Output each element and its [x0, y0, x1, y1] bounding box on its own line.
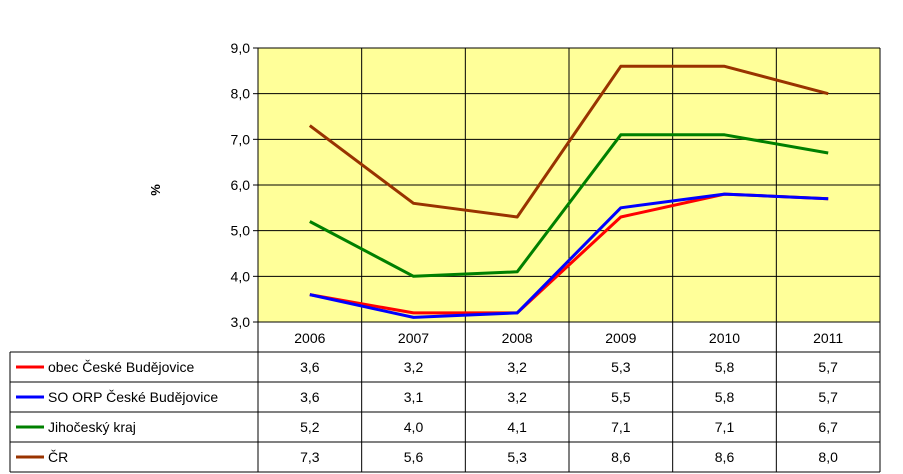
y-tick-label: 7,0 [231, 131, 251, 147]
series-name: SO ORP České Budějovice [48, 389, 218, 405]
data-label: 8,6 [715, 449, 735, 465]
y-axis: 3,0 4,0 5,0 6,0 7,0 8,0 9,0 [231, 40, 259, 330]
series-line [309, 133, 829, 278]
data-label: 8,6 [611, 449, 631, 465]
data-table: 2006 2007 2008 2009 2010 2011 obec České Buděj… [9, 322, 881, 473]
data-label: 5,3 [611, 359, 631, 375]
data-label: 5,5 [611, 389, 631, 405]
data-label: 8,0 [818, 449, 838, 465]
series-line [308, 64, 829, 219]
data-label: 7,3 [300, 449, 320, 465]
y-tick-label: 9,0 [231, 40, 251, 56]
series-name: Jihočeský kraj [48, 419, 136, 435]
series-name: obec České Budějovice [48, 359, 195, 375]
x-category-label: 2011 [813, 330, 843, 346]
data-label: 4,1 [507, 419, 527, 435]
y-axis-label: % [148, 184, 163, 196]
data-label: 3,6 [300, 389, 320, 405]
data-label: 5,7 [818, 359, 838, 375]
x-category-label: 2006 [294, 330, 325, 346]
x-category-label: 2009 [605, 330, 636, 346]
data-label: 5,8 [715, 389, 735, 405]
data-label: 5,8 [715, 359, 735, 375]
x-category-label: 2007 [398, 330, 429, 346]
series-line [309, 192, 829, 319]
data-label: 3,1 [404, 389, 424, 405]
data-label: 5,2 [300, 419, 320, 435]
data-label: 5,3 [507, 449, 527, 465]
x-category-label: 2008 [502, 330, 533, 346]
data-label: 3,6 [300, 359, 320, 375]
data-label: 5,7 [818, 389, 838, 405]
data-label: 6,7 [818, 419, 838, 435]
series-name: ČR [48, 449, 68, 465]
data-label: 3,2 [404, 359, 424, 375]
y-tick-label: 3,0 [231, 314, 251, 330]
data-label: 3,2 [507, 359, 527, 375]
y-tick-label: 5,0 [231, 223, 251, 239]
series-lines [308, 64, 829, 319]
data-label: 7,1 [611, 419, 631, 435]
data-label: 5,6 [404, 449, 424, 465]
y-tick-label: 6,0 [231, 177, 251, 193]
y-tick-label: 8,0 [231, 86, 251, 102]
x-category-label: 2010 [709, 330, 740, 346]
data-label: 4,0 [404, 419, 424, 435]
data-label: 7,1 [715, 419, 735, 435]
data-label: 3,2 [507, 389, 527, 405]
y-tick-label: 4,0 [231, 268, 251, 284]
